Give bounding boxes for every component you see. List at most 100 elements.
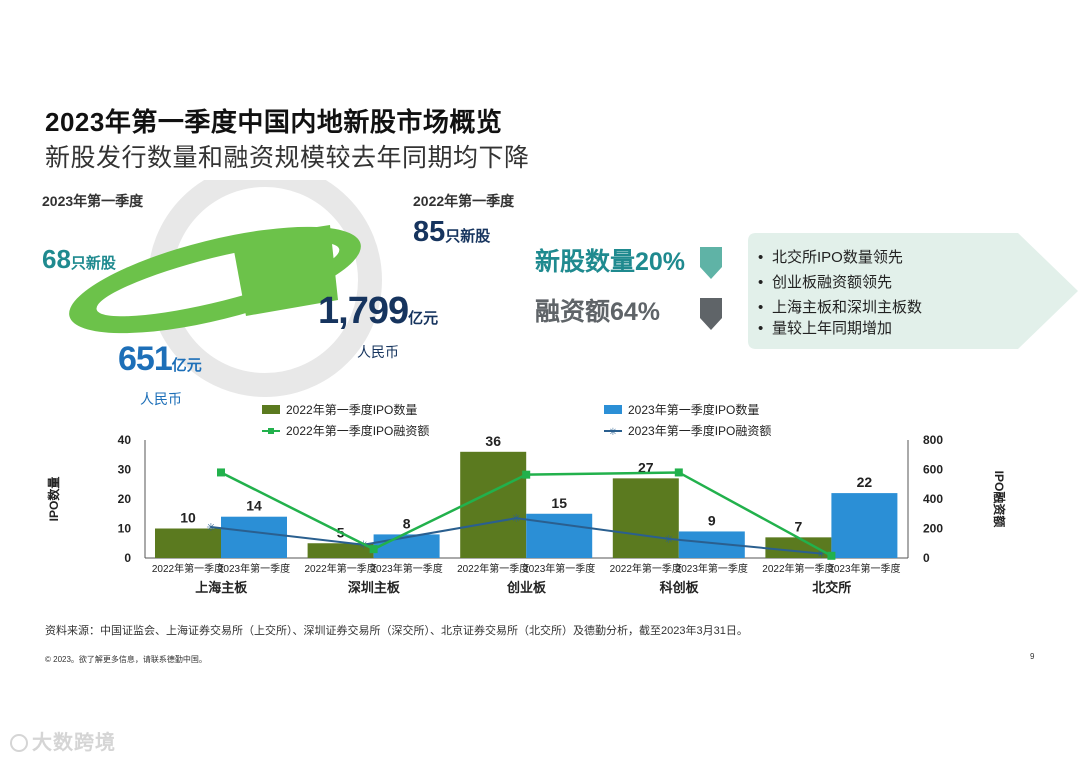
line-2022-marker xyxy=(217,468,225,477)
funds-2022-unit: 亿元 xyxy=(408,310,439,327)
line-2022-marker xyxy=(827,551,836,560)
bar-2022 xyxy=(155,528,221,558)
y-tick-label: 30 xyxy=(118,463,132,477)
x-sub-label-2023: 2023年第一季度 xyxy=(676,562,748,575)
funds-2022-num: 1,799 xyxy=(318,290,409,332)
ipo-count-2023-num: 68 xyxy=(42,244,71,274)
highlight-item: 创业板融资额领先 xyxy=(758,272,922,293)
highlights-list: 北交所IPO数量领先 创业板融资额领先 上海主板和深圳主板数 量较上年同期增加 xyxy=(758,247,922,343)
x-sub-label-2022: 2022年第一季度 xyxy=(762,562,834,575)
y-tick-label: 40 xyxy=(118,433,132,447)
legend-bar-2023: 2023年第一季度IPO数量 xyxy=(604,401,759,418)
source-note: 资料来源：中国证监会、上海证券交易所（上交所）、深圳证券交易所（深交所）、北京证… xyxy=(45,625,748,637)
ipo-count-2023: 68只新股 xyxy=(42,244,116,275)
line-2022-marker xyxy=(674,468,683,477)
bar-2022 xyxy=(307,543,374,558)
copyright: © 2023。欲了解更多信息，请联系德勤中国。 xyxy=(45,655,207,664)
x-sub-label-2023: 2023年第一季度 xyxy=(370,562,442,575)
green-block xyxy=(232,225,338,316)
ipo-count-change: 新股数量20% xyxy=(535,248,686,276)
bar-2023-label: 14 xyxy=(246,498,262,514)
bar-2022-label: 10 xyxy=(180,510,196,526)
highlight-item-continued: 量较上年同期增加 xyxy=(758,318,922,339)
x-category-label: 深圳主板 xyxy=(348,580,401,595)
ipo-count-2022: 85只新股 xyxy=(413,216,490,249)
bar-2023-label: 8 xyxy=(403,515,411,531)
bar-2023-label: 15 xyxy=(551,495,567,511)
y-axis-title: IPO数量 xyxy=(46,477,61,522)
down-arrow-teal-icon xyxy=(700,247,722,279)
line-2023-marker: ✳ xyxy=(817,549,826,561)
ipo-donut-graphic xyxy=(69,180,382,397)
label-2023: 2023年第一季度 xyxy=(42,193,144,209)
watermark-text: 大数跨境 xyxy=(32,732,116,754)
page-number: 9 xyxy=(1030,652,1035,661)
legend-label: 2022年第一季度IPO数量 xyxy=(286,403,418,417)
x-sub-label-2022: 2022年第一季度 xyxy=(304,562,376,575)
y-tick-label: 0 xyxy=(124,551,131,565)
y2-axis-title: IPO融资额 xyxy=(992,471,1007,528)
funds-2023-unit: 亿元 xyxy=(171,357,202,374)
line-2023-marker: ✳ xyxy=(512,513,521,525)
x-sub-label-2023: 2023年第一季度 xyxy=(523,562,595,575)
label-2022: 2022年第一季度 xyxy=(413,193,515,209)
ipo-count-2023-unit: 只新股 xyxy=(70,255,116,272)
x-sub-label-2022: 2022年第一季度 xyxy=(610,562,682,575)
x-category-label: 北交所 xyxy=(812,580,851,595)
x-sub-label-2023: 2023年第一季度 xyxy=(218,562,290,575)
x-sub-label-2022: 2022年第一季度 xyxy=(457,562,529,575)
legend-swatch-line-2023: ✳ xyxy=(604,427,622,436)
page-title: 2023年第一季度中国内地新股市场概览 xyxy=(45,107,503,137)
y2-tick-label: 0 xyxy=(923,551,930,565)
line-2023-marker: ✳ xyxy=(359,540,368,552)
line-2023-marker: ✳ xyxy=(206,522,215,534)
ipo-count-2022-unit: 只新股 xyxy=(445,228,491,245)
line-2022-marker xyxy=(369,545,378,554)
bar-2023 xyxy=(831,493,898,558)
bar-2022-label: 7 xyxy=(795,518,803,534)
watermark-logo-icon xyxy=(10,734,28,752)
legend-line-2023: ✳ 2023年第一季度IPO融资额 xyxy=(604,422,771,439)
legend-swatch-bar-2022 xyxy=(262,405,280,414)
funds-2023: 651亿元 xyxy=(118,340,202,379)
bar-2022-label: 36 xyxy=(485,433,501,449)
svg-text:✳: ✳ xyxy=(609,427,617,436)
bar-2023-label: 22 xyxy=(857,474,873,490)
highlight-item: 上海主板和深圳主板数 xyxy=(758,297,922,318)
legend-bar-2022: 2022年第一季度IPO数量 xyxy=(262,401,417,418)
funds-2023-currency: 人民币 xyxy=(140,391,182,407)
funds-2022-currency: 人民币 xyxy=(357,344,399,360)
legend-label: 2022年第一季度IPO融资额 xyxy=(286,424,430,438)
bar-2022 xyxy=(612,478,679,558)
y-tick-label: 20 xyxy=(118,492,132,506)
ipo-count-2022-num: 85 xyxy=(413,216,446,248)
line-2022-marker xyxy=(522,470,531,479)
x-sub-label-2022: 2022年第一季度 xyxy=(152,562,224,575)
x-category-label: 科创板 xyxy=(660,580,700,595)
watermark: 大数跨境 xyxy=(10,726,116,755)
funds-2023-num: 651 xyxy=(118,340,173,378)
bar-2022-label: 27 xyxy=(638,459,654,475)
bar-2023-label: 9 xyxy=(708,512,716,528)
highlight-item: 北交所IPO数量领先 xyxy=(758,247,922,268)
y2-tick-label: 400 xyxy=(923,492,943,506)
bar-2023 xyxy=(221,516,287,558)
highlights-callout: 北交所IPO数量领先 创业板融资额领先 上海主板和深圳主板数 量较上年同期增加 xyxy=(748,233,1080,349)
bar-2022 xyxy=(460,451,527,558)
legend-swatch-bar-2023 xyxy=(604,405,622,414)
down-arrow-grey-icon xyxy=(700,298,722,330)
y-tick-label: 10 xyxy=(118,522,132,536)
legend-line-2022: 2022年第一季度IPO融资额 xyxy=(262,422,429,439)
y2-tick-label: 800 xyxy=(923,433,943,447)
line-2023-funds xyxy=(210,517,822,555)
x-category-label: 上海主板 xyxy=(195,580,248,595)
legend-swatch-line-2022 xyxy=(262,427,280,434)
x-category-label: 创业板 xyxy=(506,580,547,595)
x-sub-label-2023: 2023年第一季度 xyxy=(828,562,900,575)
y2-tick-label: 200 xyxy=(923,522,943,536)
legend-label: 2023年第一季度IPO数量 xyxy=(628,403,760,417)
y2-tick-label: 600 xyxy=(923,463,943,477)
legend-label: 2023年第一季度IPO融资额 xyxy=(628,424,772,438)
funds-change: 融资额64% xyxy=(535,298,661,326)
